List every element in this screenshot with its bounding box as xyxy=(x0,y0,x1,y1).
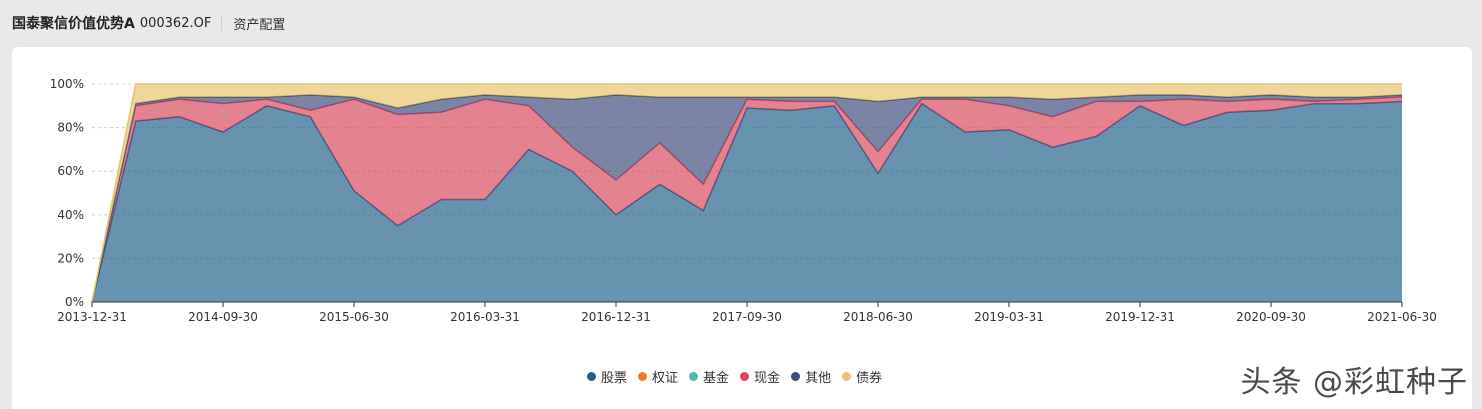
legend-item-0[interactable]: 股票 xyxy=(587,367,627,386)
x-tick-label: 2016-03-31 xyxy=(450,310,520,324)
x-tick-label: 2020-09-30 xyxy=(1236,310,1306,324)
legend-item-4[interactable]: 其他 xyxy=(791,367,831,386)
series-line-5 xyxy=(91,83,1402,303)
axes: 0% 20% 40% 60% 80% 100% 2013-12-31 2014-09-30 20… xyxy=(50,77,1437,324)
y-tick-label: 60% xyxy=(57,164,84,178)
x-tick-label: 2014-09-30 xyxy=(188,310,258,324)
legend-label: 现金 xyxy=(754,370,781,386)
x-tick-label: 2017-09-30 xyxy=(712,310,782,324)
stacked-areas xyxy=(91,83,1403,303)
legend-item-3[interactable]: 现金 xyxy=(740,367,780,386)
legend-dot-icon xyxy=(638,371,648,381)
x-tick-label: 2016-12-31 xyxy=(581,310,651,324)
legend-dot-icon xyxy=(587,371,596,381)
header-divider xyxy=(221,15,223,31)
y-tick-label: 80% xyxy=(57,121,84,135)
legend-label: 债券 xyxy=(856,370,883,386)
legend-label: 基金 xyxy=(703,370,730,386)
fund-code: 000362.OF xyxy=(139,15,212,31)
x-tick-label: 2018-06-30 xyxy=(843,310,913,324)
chart-legend: 股票 权证 基金 现金 其他 债券 xyxy=(587,365,893,387)
legend-dot-icon xyxy=(689,371,699,381)
legend-dot-icon xyxy=(842,371,852,381)
chart-header: 国泰聚信价值优势A 000362.OF 资产配置 xyxy=(12,12,285,34)
x-tick-label: 2015-06-30 xyxy=(319,310,389,324)
fund-name: 国泰聚信价值优势A xyxy=(12,16,135,32)
legend-dot-icon xyxy=(791,371,801,381)
y-tick-label: 20% xyxy=(57,251,84,265)
legend-dot-icon xyxy=(740,371,750,381)
x-tick-label: 2019-03-31 xyxy=(974,310,1044,324)
asset-allocation-chart: 0% 20% 40% 60% 80% 100% 2013-12-31 2014-09-30 20… xyxy=(50,77,1437,324)
legend-label: 权证 xyxy=(652,370,679,386)
legend-label: 股票 xyxy=(601,370,628,386)
x-tick-label: 2019-12-31 xyxy=(1105,310,1175,324)
watermark: 头条 @彩虹种子 xyxy=(1240,365,1468,400)
chart-panel: 0% 20% 40% 60% 80% 100% 2013-12-31 2014-09-30 20… xyxy=(12,47,1472,409)
series-area-3 xyxy=(92,97,1402,302)
y-tick-label: 40% xyxy=(57,208,84,222)
x-tick-label: 2021-06-30 xyxy=(1367,310,1437,324)
legend-item-2[interactable]: 基金 xyxy=(689,367,729,386)
y-tick-label: 100% xyxy=(50,77,84,91)
y-tick-label: 0% xyxy=(65,295,84,309)
legend-item-1[interactable]: 权证 xyxy=(638,367,678,386)
section-title[interactable]: 资产配置 xyxy=(233,17,286,33)
series-area-0 xyxy=(92,101,1402,303)
x-tick-label: 2013-12-31 xyxy=(57,310,127,324)
legend-item-5[interactable]: 债券 xyxy=(842,367,882,386)
legend-label: 其他 xyxy=(805,370,832,386)
